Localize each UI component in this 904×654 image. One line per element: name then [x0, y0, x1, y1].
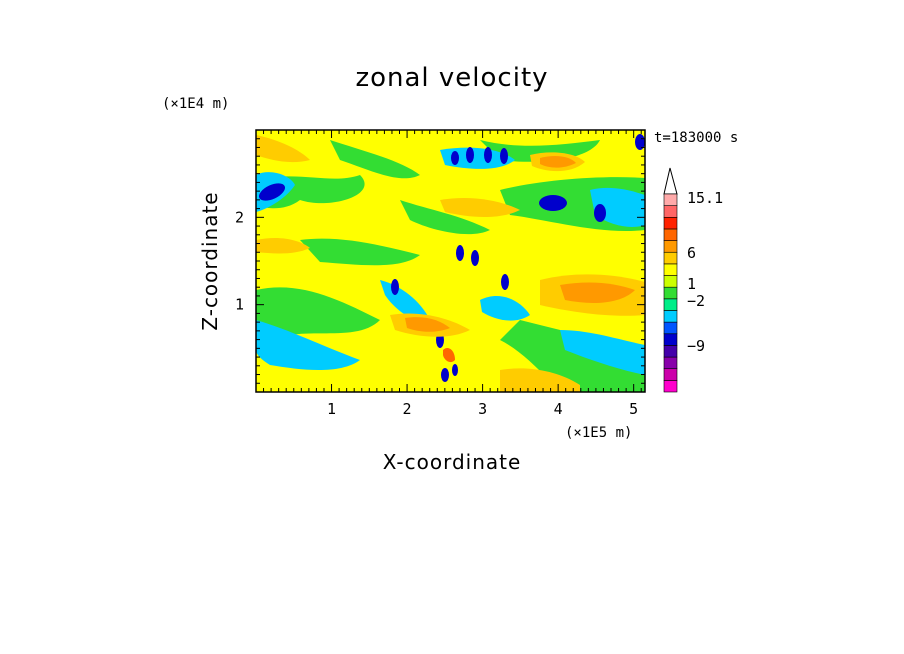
- y-tick-label: 2: [235, 208, 244, 226]
- y-unit-label: (×1E4 m): [162, 96, 229, 112]
- colorbar-tick-label: 15.1: [687, 189, 723, 207]
- y-tick-labels: 12: [235, 208, 244, 313]
- colorbar-box: [663, 216, 678, 230]
- colorbar-box: [663, 321, 678, 335]
- colorbar-box: [663, 298, 678, 311]
- time-label: t=183000 s: [654, 130, 738, 146]
- x-tick-label: 3: [478, 400, 487, 418]
- colorbar-box: [663, 251, 678, 265]
- x-tick-label: 5: [629, 400, 638, 418]
- colorbar-box: [663, 240, 678, 253]
- y-tick-label: 1: [235, 296, 244, 314]
- x-unit-label: (×1E5 m): [565, 425, 632, 441]
- colorbar-tick-label: 1: [687, 275, 696, 293]
- y-axis-label: Z-coordinate: [198, 191, 222, 330]
- contour-field: [256, 130, 645, 392]
- colorbar-box: [663, 380, 678, 393]
- colorbar-box: [663, 368, 678, 381]
- colorbar-box: [663, 205, 678, 218]
- chart-title: zonal velocity: [355, 63, 548, 93]
- colorbar-box: [663, 333, 678, 346]
- x-tick-label: 1: [327, 400, 336, 418]
- colorbar-box: [663, 356, 678, 370]
- colorbar-box: [663, 275, 678, 288]
- colorbar-extend-arrow: [663, 167, 678, 195]
- x-axis-label: X-coordinate: [383, 450, 522, 474]
- x-tick-label: 4: [554, 400, 563, 418]
- colorbar-tick-label: −2: [687, 292, 705, 310]
- axis-ticks: [256, 130, 645, 392]
- colorbar-box: [663, 310, 678, 323]
- colorbar-box: [663, 193, 678, 206]
- x-tick-labels: 1 2 3 4 5: [327, 400, 638, 418]
- x-tick-label: 2: [403, 400, 412, 418]
- colorbar-box: [663, 345, 678, 358]
- colorbar-box: [663, 286, 678, 300]
- colorbar-tick-label: 6: [687, 244, 696, 262]
- colorbar: 15.1 6 1−2 −9: [663, 167, 723, 393]
- colorbar-tick-label: −9: [687, 337, 705, 355]
- colorbar-box: [663, 228, 678, 241]
- colorbar-box: [663, 263, 678, 276]
